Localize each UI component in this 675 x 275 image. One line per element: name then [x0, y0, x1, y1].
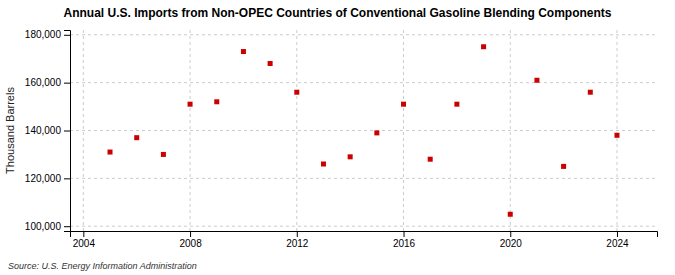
tick: 100,000 — [25, 221, 70, 232]
tick: 2004 — [73, 231, 96, 249]
tick-mark — [510, 231, 511, 237]
point — [374, 130, 379, 135]
grid-line — [296, 30, 297, 231]
tick: 2024 — [606, 231, 629, 249]
point — [614, 133, 619, 138]
point — [588, 90, 593, 95]
grid-line — [403, 30, 404, 231]
axis-line — [71, 232, 658, 238]
tick: 120,000 — [25, 173, 70, 184]
tick: 180,000 — [25, 29, 70, 40]
tick: 2012 — [286, 231, 309, 249]
point — [454, 102, 459, 107]
axis-line — [64, 31, 71, 232]
chart: 2004 2008 2012 2016 2020 2024 100,000 120,000 14… — [0, 0, 675, 275]
tick-label: 2020 — [500, 238, 523, 249]
tick-mark — [297, 231, 298, 237]
tick: 160,000 — [25, 77, 70, 88]
point — [401, 102, 406, 107]
tick: 2016 — [393, 231, 416, 249]
grid-line — [70, 178, 657, 179]
y-axis: 100,000 120,000 140,000 160,000 180,000 — [25, 29, 71, 231]
tick-mark — [64, 35, 70, 36]
tick-mark — [64, 226, 70, 227]
x-axis: 2004 2008 2012 2016 2020 2024 — [71, 231, 658, 249]
tick-mark — [190, 231, 191, 237]
tick-label: 2024 — [606, 238, 629, 249]
tick-mark — [83, 231, 84, 237]
tick: 2008 — [179, 231, 202, 249]
tick-mark — [64, 178, 70, 179]
y-axis-label: Thousand Barrels — [4, 87, 16, 174]
tick-mark — [64, 131, 70, 132]
tick: 2020 — [500, 231, 523, 249]
title: Annual U.S. Imports from Non-OPEC Countr… — [63, 6, 611, 20]
tick-label: 2012 — [286, 238, 309, 249]
point — [268, 61, 273, 66]
grid-line — [70, 34, 657, 35]
point — [428, 157, 433, 162]
point — [214, 99, 219, 104]
tick-label: 2016 — [393, 238, 416, 249]
source: Source: U.S. Energy Information Administ… — [8, 261, 197, 271]
grid-line — [70, 130, 657, 131]
tick-label: 140,000 — [25, 125, 62, 136]
grid-line — [70, 226, 657, 227]
grid — [70, 30, 657, 231]
grid-line — [70, 82, 657, 83]
tick-mark — [64, 83, 70, 84]
point — [188, 102, 193, 107]
point — [161, 152, 166, 157]
tick-label: 120,000 — [25, 173, 62, 184]
point — [134, 135, 139, 140]
point — [321, 162, 326, 167]
tick: 140,000 — [25, 125, 70, 136]
points — [108, 44, 620, 217]
point — [561, 164, 566, 169]
tick-label: 2004 — [73, 238, 96, 249]
point — [294, 90, 299, 95]
tick-mark — [617, 231, 618, 237]
tick-label: 160,000 — [25, 77, 62, 88]
tick-mark — [404, 231, 405, 237]
point — [108, 150, 113, 155]
point — [508, 212, 513, 217]
tick-label: 100,000 — [25, 221, 62, 232]
point — [241, 49, 246, 54]
point — [348, 154, 353, 159]
point — [481, 44, 486, 49]
point — [534, 78, 539, 83]
tick-label: 180,000 — [25, 29, 62, 40]
tick-label: 2008 — [179, 238, 202, 249]
